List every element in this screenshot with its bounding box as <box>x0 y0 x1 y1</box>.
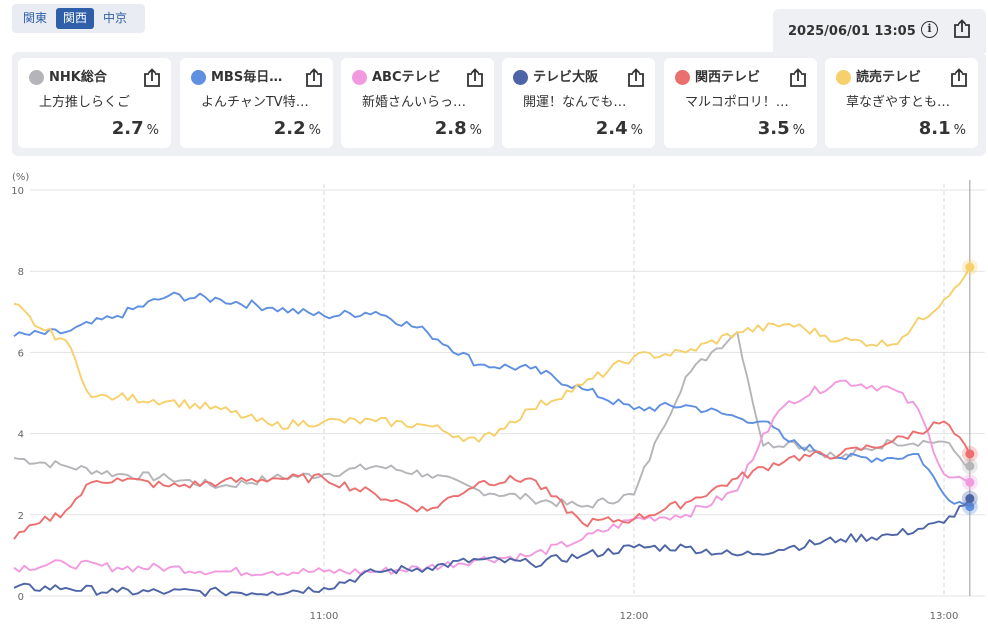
x-tick-label: 12:00 <box>620 611 649 622</box>
share-icon[interactable] <box>789 68 807 88</box>
rating: 2.2% <box>274 118 321 139</box>
channel-name: 関西テレビ <box>695 70 761 85</box>
timestamp: 2025/06/01 13:05 <box>788 23 916 39</box>
channel-name: テレビ大阪 <box>533 70 599 85</box>
chart-series <box>13 266 971 597</box>
region-tabs: 関東 関西 中京 <box>12 4 145 33</box>
series-line-4 <box>13 420 971 540</box>
program-title: 新婚さんいらっ… <box>362 95 467 110</box>
channel-card-ytv[interactable]: 読売テレビ 草なぎやすとも… 8.1% <box>825 58 978 148</box>
rating-value: 2.7 <box>111 118 144 139</box>
rating-value: 2.4 <box>595 118 628 139</box>
series-line-2 <box>13 379 971 577</box>
rating-value: 2.2 <box>273 118 306 139</box>
share-icon[interactable] <box>950 68 968 88</box>
rating-value: 8.1 <box>918 118 951 139</box>
rating: 2.7% <box>112 118 159 139</box>
rating-value: 3.5 <box>757 118 790 139</box>
channel-color-dot <box>513 70 528 85</box>
series-end-point-1 <box>965 502 975 512</box>
series-line-1 <box>13 291 971 508</box>
channel-name: MBS毎日… <box>211 70 283 85</box>
channel-card-abc[interactable]: ABCテレビ 新婚さんいらっ… 2.8% <box>341 58 494 148</box>
program-title: 上方推しらくご <box>39 95 131 110</box>
channel-color-dot <box>675 70 690 85</box>
rating: 8.1% <box>919 118 966 139</box>
program-title: よんチャンTV特… <box>201 95 309 110</box>
channel-color-dot <box>836 70 851 85</box>
y-tick-label: 6 <box>18 348 24 359</box>
share-icon[interactable] <box>627 68 645 88</box>
series-line-3 <box>13 498 971 597</box>
chart-labels: (%) 0 2 4 6 8 10 11:00 12:00 13:00 <box>11 172 958 622</box>
series-end-point-3 <box>965 494 975 504</box>
series-end-point-2 <box>965 477 975 487</box>
series-line-0 <box>13 331 971 509</box>
channel-color-dot <box>191 70 206 85</box>
share-icon[interactable] <box>305 68 323 88</box>
channel-panel <box>12 52 986 156</box>
rating: 2.8% <box>435 118 482 139</box>
chart-grid <box>30 180 985 597</box>
rating-unit: % <box>469 123 482 138</box>
series-end-point-5 <box>965 262 975 272</box>
y-tick-label: 4 <box>18 430 24 441</box>
rating-unit: % <box>308 123 321 138</box>
share-icon[interactable] <box>466 68 484 88</box>
rating-unit: % <box>146 123 159 138</box>
program-title: マルコポロリ！… <box>685 95 789 110</box>
channel-card-mbs[interactable]: MBS毎日… よんチャンTV特… 2.2% <box>180 58 333 148</box>
rating-unit: % <box>953 123 966 138</box>
rating-unit: % <box>630 123 643 138</box>
share-icon[interactable] <box>953 19 971 39</box>
series-end-point-4 <box>965 449 975 459</box>
x-tick-label: 13:00 <box>930 611 959 622</box>
channel-card-ktv[interactable]: 関西テレビ マルコポロリ！… 3.5% <box>664 58 817 148</box>
series-end-point-0 <box>965 461 975 471</box>
channel-color-dot <box>352 70 367 85</box>
y-axis-label: (%) <box>12 172 29 183</box>
rating: 2.4% <box>596 118 643 139</box>
tab-kanto[interactable]: 関東 <box>23 11 48 25</box>
y-tick-label: 8 <box>18 267 24 278</box>
rating: 3.5% <box>758 118 805 139</box>
chart-markers <box>961 259 978 515</box>
y-tick-label: 10 <box>11 186 24 197</box>
tab-kansai[interactable]: 関西 <box>56 8 95 29</box>
tab-chukyo[interactable]: 中京 <box>103 11 128 25</box>
x-tick-label: 11:00 <box>310 611 339 622</box>
program-title: 開運！なんでも… <box>523 95 627 110</box>
channel-card-tvo[interactable]: テレビ大阪 開運！なんでも… 2.4% <box>502 58 655 148</box>
series-line-5 <box>13 266 971 443</box>
rating-unit: % <box>792 123 805 138</box>
y-tick-label: 0 <box>18 592 24 603</box>
timestamp-bar: 2025/06/01 13:05 i <box>773 9 986 53</box>
rating-value: 2.8 <box>434 118 467 139</box>
channel-name: ABCテレビ <box>372 70 441 85</box>
info-icon[interactable]: i <box>921 21 938 38</box>
rating-line-chart[interactable]: (%) 0 2 4 6 8 10 11:00 12:00 13:00 <box>0 166 988 626</box>
share-icon[interactable] <box>143 68 161 88</box>
channel-color-dot <box>29 70 44 85</box>
y-tick-label: 2 <box>18 511 24 522</box>
program-title: 草なぎやすとも… <box>846 95 951 110</box>
channel-name: NHK総合 <box>49 70 107 85</box>
channel-card-nhk[interactable]: NHK総合 上方推しらくご 2.7% <box>18 58 171 148</box>
channel-name: 読売テレビ <box>856 70 922 85</box>
